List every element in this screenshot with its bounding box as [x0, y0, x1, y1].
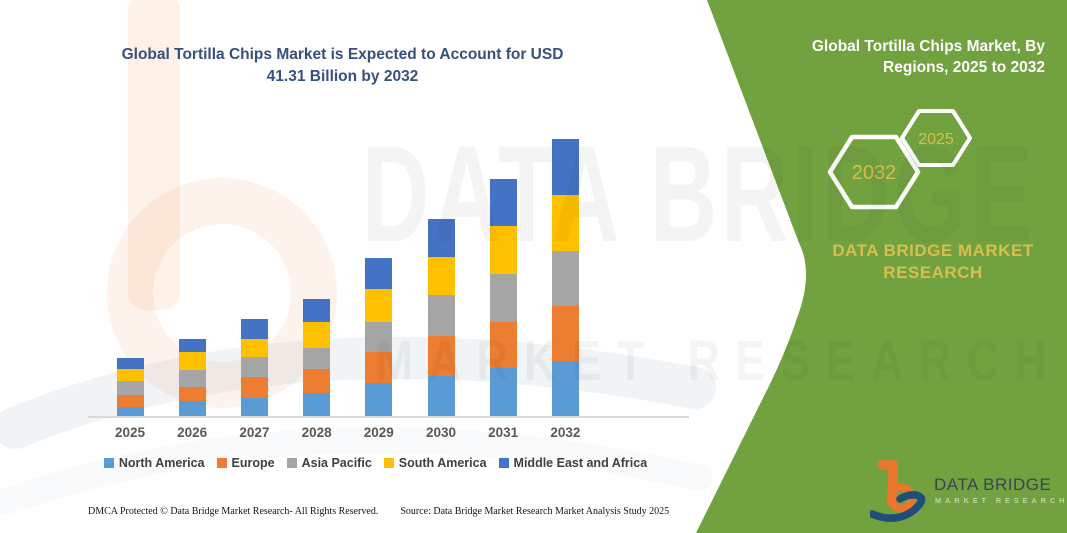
legend: North America Europe Asia Pacific South Ame…	[88, 456, 663, 470]
bar-segment-2032-europe	[551, 306, 579, 361]
legend-item-europe: Europe	[216, 456, 275, 470]
legend-marker-asia-pacific	[286, 458, 297, 468]
bar-segment-2030-south-america	[427, 257, 455, 295]
bar-segment-2027-asia-pacific	[240, 357, 268, 378]
legend-item-asia-pacific: Asia Pacific	[286, 456, 372, 470]
legend-label-europe: Europe	[231, 456, 275, 470]
x-axis-label-2026: 2026	[177, 425, 208, 440]
x-axis-label-2029: 2029	[363, 425, 394, 440]
legend-label-south-america: South America	[398, 456, 487, 470]
bar-segment-2030-asia-pacific	[427, 294, 455, 336]
side-panel-brand-text: DATA BRIDGE MARKET RESEARCH	[808, 240, 1058, 284]
bar-segment-2027-north-america	[240, 397, 268, 416]
footer-dmca-text: DMCA Protected © Data Bridge Market Rese…	[88, 506, 379, 517]
side-panel-title-line-1: Global Tortilla Chips Market, By	[811, 38, 1045, 55]
legend-label-asia-pacific: Asia Pacific	[301, 456, 372, 470]
bar-column-2026	[178, 338, 206, 416]
hexagon-2025	[900, 109, 972, 167]
bar-segment-2029-asia-pacific	[365, 322, 393, 352]
logo-brand-text: DATA BRIDGE	[934, 475, 1052, 494]
bar-segment-2030-europe	[427, 335, 455, 377]
legend-marker-europe	[216, 458, 227, 468]
bar-segment-2031-south-america	[489, 226, 517, 274]
bar-segment-2027-europe	[240, 377, 268, 398]
bar-segment-2031-asia-pacific	[489, 273, 517, 322]
hexagon-2032	[827, 134, 921, 210]
bar-segment-2028-north-america	[303, 393, 331, 416]
bar-segment-2032-middle-east-and-africa	[551, 139, 579, 195]
bar-segment-2029-europe	[365, 351, 393, 384]
bar-segment-2026-middle-east-and-africa	[178, 338, 206, 353]
side-panel-title: Global Tortilla Chips Market, By Regions…	[775, 36, 1045, 78]
bar-segment-2032-asia-pacific	[551, 250, 579, 306]
bar-segment-2026-europe	[178, 386, 206, 401]
bar-column-2027	[240, 318, 268, 416]
bar-segment-2031-middle-east-and-africa	[489, 178, 517, 227]
x-axis-labels: 2025 2026 2027 2028 2029 2030 2031 2032	[88, 425, 688, 445]
hexagon-2032-label: 2032	[852, 162, 897, 184]
legend-marker-middle-east-and-africa	[498, 458, 509, 468]
legend-label-north-america: North America	[118, 456, 205, 470]
side-panel-title-line-2: Regions, 2025 to 2032	[883, 59, 1045, 76]
x-axis-label-2031: 2031	[488, 425, 519, 440]
bar-segment-2028-asia-pacific	[303, 347, 331, 370]
bar-column-2030	[427, 218, 455, 416]
bar-segment-2032-south-america	[551, 194, 579, 251]
bar-segment-2031-north-america	[489, 368, 517, 416]
bar-column-2032	[551, 139, 579, 416]
legend-item-south-america: South America	[383, 456, 487, 470]
bar-column-2029	[365, 258, 393, 416]
chart-title: Global Tortilla Chips Market is Expected…	[90, 44, 595, 88]
legend-marker-south-america	[383, 458, 394, 468]
bar-segment-2031-europe	[489, 321, 517, 369]
bar-segment-2025-asia-pacific	[116, 381, 144, 395]
bar-segment-2027-middle-east-and-africa	[240, 318, 268, 339]
bar-segment-2029-south-america	[365, 288, 393, 323]
x-axis-label-2025: 2025	[114, 425, 146, 440]
chart-title-line-1: Global Tortilla Chips Market is Expected…	[121, 46, 564, 63]
legend-item-middle-east-and-africa: Middle East and Africa	[498, 456, 648, 470]
bar-segment-2025-middle-east-and-africa	[116, 358, 144, 370]
bar-column-2031	[489, 178, 517, 416]
bar-segment-2029-middle-east-and-africa	[365, 258, 393, 289]
x-axis-line	[88, 416, 689, 418]
bar-column-2025	[116, 358, 144, 416]
legend-item-north-america: North America	[103, 456, 205, 470]
footer-source-text: Source: Data Bridge Market Research Mark…	[400, 506, 670, 517]
x-axis-label-2030: 2030	[425, 425, 457, 440]
bar-segment-2027-south-america	[240, 338, 268, 358]
x-axis-label-2032: 2032	[550, 425, 581, 440]
dbmr-logo-mark-icon	[870, 460, 926, 522]
bar-segment-2028-middle-east-and-africa	[303, 298, 331, 322]
x-axis-label-2028: 2028	[301, 425, 332, 440]
chart-title-line-2: 41.31 Billion by 2032	[266, 68, 419, 85]
legend-marker-north-america	[103, 458, 114, 468]
bar-segment-2030-north-america	[427, 376, 455, 416]
plot-area	[88, 100, 688, 416]
bar-segment-2025-north-america	[116, 406, 144, 416]
logo-sub-text: MARKET RESEARCH	[935, 496, 1067, 505]
bar-segment-2026-asia-pacific	[178, 369, 206, 387]
bar-segment-2029-north-america	[365, 383, 393, 416]
footer: DMCA Protected © Data Bridge Market Rese…	[88, 506, 670, 517]
brand-text-line-1: DATA BRIDGE MARKET	[832, 241, 1034, 260]
bar-segment-2025-europe	[116, 394, 144, 407]
bar-segment-2026-north-america	[178, 400, 206, 416]
bar-segment-2032-north-america	[551, 360, 579, 416]
legend-label-middle-east-and-africa: Middle East and Africa	[513, 456, 648, 470]
dbmr-logo: DATA BRIDGE MARKET RESEARCH	[870, 458, 1064, 522]
brand-text-line-2: RESEARCH	[883, 263, 983, 282]
bar-column-2028	[303, 298, 331, 416]
bar-segment-2030-middle-east-and-africa	[427, 218, 455, 258]
bar-segment-2028-south-america	[303, 321, 331, 348]
hexagon-2025-label: 2025	[918, 131, 954, 148]
x-axis-label-2027: 2027	[239, 425, 270, 440]
bar-segment-2026-south-america	[178, 352, 206, 370]
bar-segment-2025-south-america	[116, 369, 144, 382]
bar-segment-2028-europe	[303, 369, 331, 394]
